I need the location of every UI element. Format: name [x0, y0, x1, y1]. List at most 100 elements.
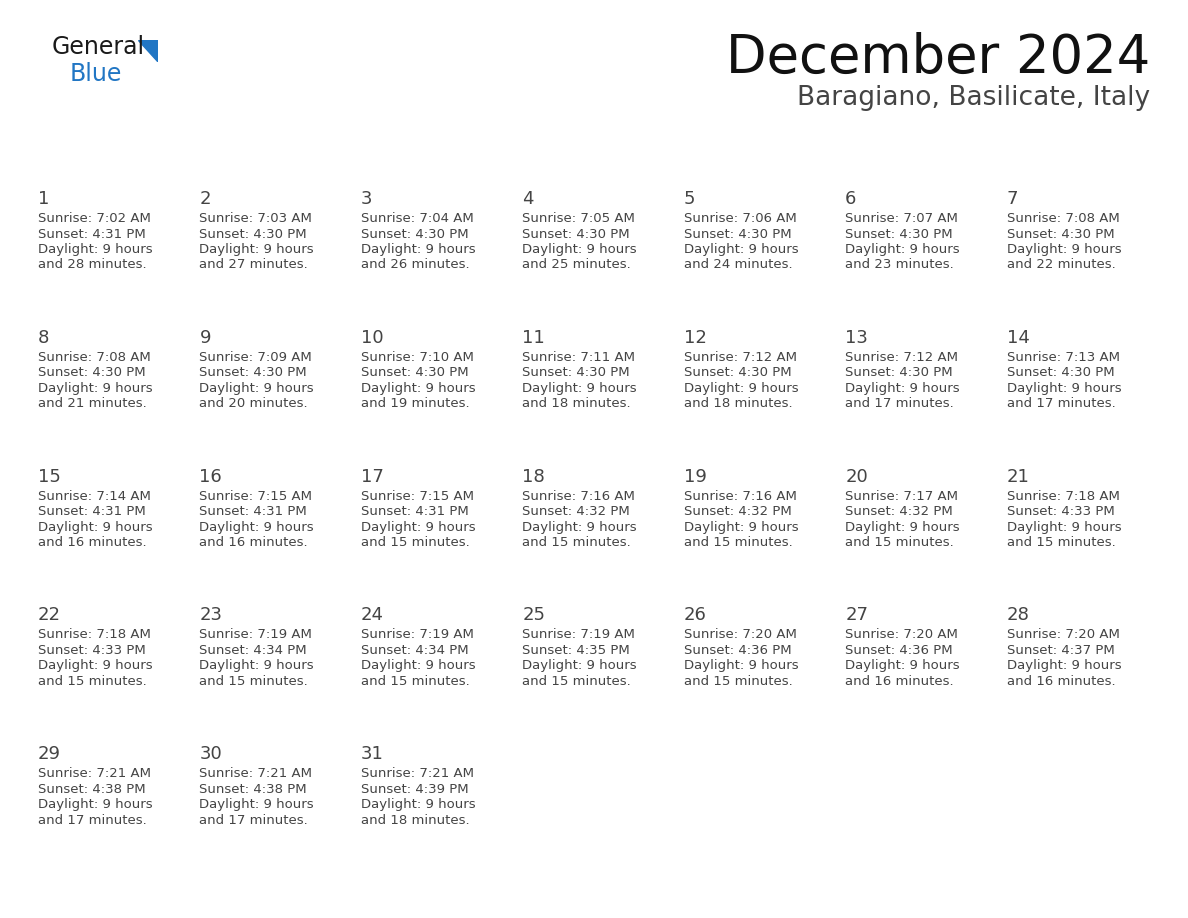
Text: and 18 minutes.: and 18 minutes. — [684, 397, 792, 410]
Text: 11: 11 — [523, 329, 545, 347]
Text: 24: 24 — [361, 607, 384, 624]
Text: 12: 12 — [684, 329, 707, 347]
Text: Sunset: 4:34 PM: Sunset: 4:34 PM — [361, 644, 468, 657]
Text: Sunset: 4:31 PM: Sunset: 4:31 PM — [38, 505, 146, 518]
Text: and 22 minutes.: and 22 minutes. — [1006, 259, 1116, 272]
Text: Sunset: 4:32 PM: Sunset: 4:32 PM — [845, 505, 953, 518]
Text: Friday: Friday — [845, 155, 901, 170]
Text: Sunrise: 7:20 AM: Sunrise: 7:20 AM — [684, 629, 797, 642]
Text: 18: 18 — [523, 467, 545, 486]
Text: 19: 19 — [684, 467, 707, 486]
Text: 25: 25 — [523, 607, 545, 624]
Text: Sunset: 4:30 PM: Sunset: 4:30 PM — [684, 366, 791, 379]
Text: Saturday: Saturday — [1006, 155, 1088, 170]
Text: Sunset: 4:33 PM: Sunset: 4:33 PM — [1006, 505, 1114, 518]
Text: and 15 minutes.: and 15 minutes. — [361, 536, 469, 549]
Text: Sunrise: 7:16 AM: Sunrise: 7:16 AM — [523, 489, 636, 502]
Text: 1: 1 — [38, 190, 50, 208]
Text: Daylight: 9 hours: Daylight: 9 hours — [1006, 243, 1121, 256]
Text: 7: 7 — [1006, 190, 1018, 208]
Text: Sunset: 4:30 PM: Sunset: 4:30 PM — [200, 228, 307, 241]
Text: Sunrise: 7:19 AM: Sunrise: 7:19 AM — [200, 629, 312, 642]
Text: Daylight: 9 hours: Daylight: 9 hours — [200, 798, 314, 812]
Text: Daylight: 9 hours: Daylight: 9 hours — [38, 382, 152, 395]
Text: Sunrise: 7:14 AM: Sunrise: 7:14 AM — [38, 489, 151, 502]
Text: and 26 minutes.: and 26 minutes. — [361, 259, 469, 272]
Text: Sunrise: 7:07 AM: Sunrise: 7:07 AM — [845, 212, 958, 225]
Text: Daylight: 9 hours: Daylight: 9 hours — [684, 382, 798, 395]
Text: Daylight: 9 hours: Daylight: 9 hours — [1006, 382, 1121, 395]
Text: Wednesday: Wednesday — [523, 155, 626, 170]
Text: 13: 13 — [845, 329, 868, 347]
Text: Daylight: 9 hours: Daylight: 9 hours — [38, 798, 152, 812]
Text: and 24 minutes.: and 24 minutes. — [684, 259, 792, 272]
Text: Tuesday: Tuesday — [361, 155, 434, 170]
Text: Sunrise: 7:19 AM: Sunrise: 7:19 AM — [523, 629, 636, 642]
Text: and 15 minutes.: and 15 minutes. — [684, 536, 792, 549]
Text: Daylight: 9 hours: Daylight: 9 hours — [361, 382, 475, 395]
Text: Sunrise: 7:02 AM: Sunrise: 7:02 AM — [38, 212, 151, 225]
Text: and 15 minutes.: and 15 minutes. — [523, 536, 631, 549]
Text: Daylight: 9 hours: Daylight: 9 hours — [38, 659, 152, 672]
Text: Sunset: 4:30 PM: Sunset: 4:30 PM — [1006, 366, 1114, 379]
Text: Daylight: 9 hours: Daylight: 9 hours — [523, 521, 637, 533]
Text: Daylight: 9 hours: Daylight: 9 hours — [523, 659, 637, 672]
Text: 2: 2 — [200, 190, 211, 208]
Text: Sunset: 4:31 PM: Sunset: 4:31 PM — [200, 505, 308, 518]
Text: and 28 minutes.: and 28 minutes. — [38, 259, 146, 272]
Text: Daylight: 9 hours: Daylight: 9 hours — [38, 521, 152, 533]
Text: Sunset: 4:32 PM: Sunset: 4:32 PM — [684, 505, 791, 518]
Text: 15: 15 — [38, 467, 61, 486]
Text: Sunrise: 7:18 AM: Sunrise: 7:18 AM — [38, 629, 151, 642]
Text: 9: 9 — [200, 329, 211, 347]
Text: 6: 6 — [845, 190, 857, 208]
Text: 27: 27 — [845, 607, 868, 624]
Text: Daylight: 9 hours: Daylight: 9 hours — [361, 521, 475, 533]
Text: and 16 minutes.: and 16 minutes. — [845, 675, 954, 688]
Text: Sunrise: 7:21 AM: Sunrise: 7:21 AM — [361, 767, 474, 780]
Text: Sunrise: 7:13 AM: Sunrise: 7:13 AM — [1006, 351, 1119, 364]
Text: Daylight: 9 hours: Daylight: 9 hours — [845, 382, 960, 395]
Text: Daylight: 9 hours: Daylight: 9 hours — [684, 243, 798, 256]
Text: Sunset: 4:35 PM: Sunset: 4:35 PM — [523, 644, 630, 657]
Text: Daylight: 9 hours: Daylight: 9 hours — [200, 382, 314, 395]
Text: Sunset: 4:30 PM: Sunset: 4:30 PM — [523, 366, 630, 379]
Text: and 17 minutes.: and 17 minutes. — [38, 813, 147, 827]
Text: 21: 21 — [1006, 467, 1030, 486]
Text: General: General — [52, 35, 145, 59]
Text: Sunset: 4:30 PM: Sunset: 4:30 PM — [523, 228, 630, 241]
Text: 8: 8 — [38, 329, 50, 347]
Text: and 16 minutes.: and 16 minutes. — [200, 536, 308, 549]
Text: 4: 4 — [523, 190, 533, 208]
Text: Sunset: 4:39 PM: Sunset: 4:39 PM — [361, 783, 468, 796]
Text: Sunset: 4:36 PM: Sunset: 4:36 PM — [845, 644, 953, 657]
Text: Sunset: 4:31 PM: Sunset: 4:31 PM — [38, 228, 146, 241]
Text: Baragiano, Basilicate, Italy: Baragiano, Basilicate, Italy — [797, 85, 1150, 111]
Text: 26: 26 — [684, 607, 707, 624]
Text: Sunset: 4:38 PM: Sunset: 4:38 PM — [200, 783, 307, 796]
Text: Daylight: 9 hours: Daylight: 9 hours — [684, 521, 798, 533]
Text: Sunset: 4:33 PM: Sunset: 4:33 PM — [38, 644, 146, 657]
Text: Daylight: 9 hours: Daylight: 9 hours — [200, 521, 314, 533]
Text: Sunset: 4:31 PM: Sunset: 4:31 PM — [361, 505, 468, 518]
Text: December 2024: December 2024 — [726, 32, 1150, 84]
Text: Sunrise: 7:03 AM: Sunrise: 7:03 AM — [200, 212, 312, 225]
Text: 22: 22 — [38, 607, 61, 624]
Text: and 27 minutes.: and 27 minutes. — [200, 259, 308, 272]
Text: Sunrise: 7:21 AM: Sunrise: 7:21 AM — [38, 767, 151, 780]
Text: Daylight: 9 hours: Daylight: 9 hours — [1006, 521, 1121, 533]
Text: Sunrise: 7:15 AM: Sunrise: 7:15 AM — [200, 489, 312, 502]
Text: and 17 minutes.: and 17 minutes. — [200, 813, 308, 827]
Text: and 18 minutes.: and 18 minutes. — [361, 813, 469, 827]
Text: and 16 minutes.: and 16 minutes. — [38, 536, 146, 549]
Text: and 15 minutes.: and 15 minutes. — [38, 675, 147, 688]
Text: Sunrise: 7:06 AM: Sunrise: 7:06 AM — [684, 212, 796, 225]
Text: Daylight: 9 hours: Daylight: 9 hours — [523, 243, 637, 256]
Text: Daylight: 9 hours: Daylight: 9 hours — [361, 798, 475, 812]
Text: Sunrise: 7:16 AM: Sunrise: 7:16 AM — [684, 489, 797, 502]
Text: Sunrise: 7:18 AM: Sunrise: 7:18 AM — [1006, 489, 1119, 502]
Text: Sunset: 4:36 PM: Sunset: 4:36 PM — [684, 644, 791, 657]
Text: 23: 23 — [200, 607, 222, 624]
Text: Sunrise: 7:04 AM: Sunrise: 7:04 AM — [361, 212, 474, 225]
Text: Daylight: 9 hours: Daylight: 9 hours — [361, 243, 475, 256]
